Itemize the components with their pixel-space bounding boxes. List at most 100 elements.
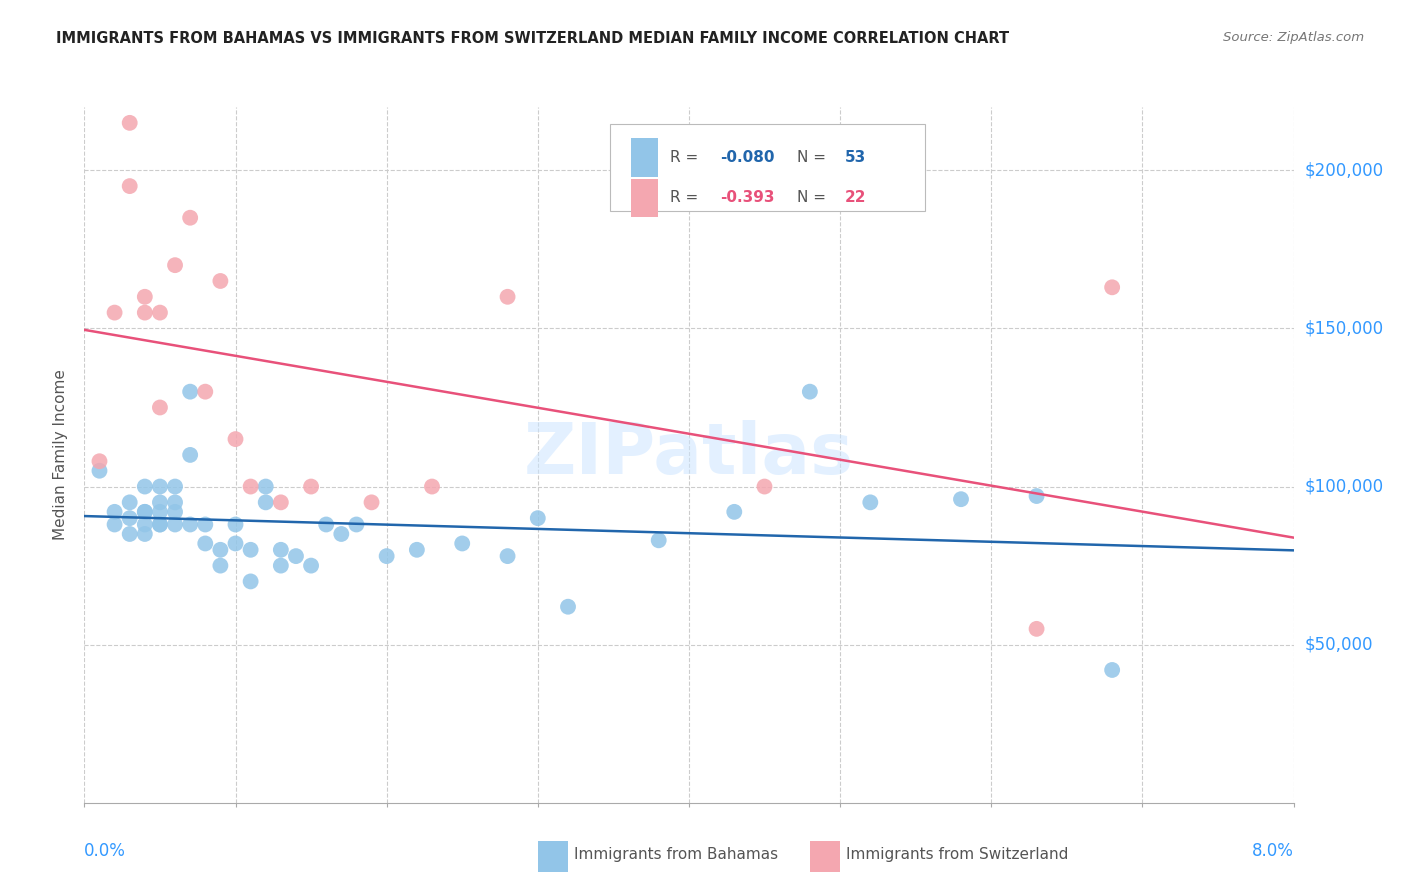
Point [179, 211, 201, 225]
Point [1101, 280, 1123, 294]
Text: N =: N = [797, 150, 831, 165]
Point [950, 492, 973, 507]
Point [451, 536, 474, 550]
Point [134, 505, 156, 519]
Point [1101, 663, 1123, 677]
Point [270, 542, 292, 557]
Point [104, 305, 127, 319]
Text: 8.0%: 8.0% [1251, 842, 1294, 860]
Point [557, 599, 579, 614]
Point [723, 505, 745, 519]
Point [179, 448, 201, 462]
Point [118, 116, 141, 130]
Point [754, 479, 776, 493]
Point [299, 558, 322, 573]
Text: -0.080: -0.080 [720, 150, 775, 165]
Point [179, 384, 201, 399]
Point [149, 479, 172, 493]
Point [134, 479, 156, 493]
Text: 0.0%: 0.0% [84, 842, 127, 860]
Point [496, 290, 519, 304]
Point [225, 536, 247, 550]
Point [118, 179, 141, 194]
Point [239, 479, 262, 493]
FancyBboxPatch shape [631, 138, 658, 177]
Point [134, 527, 156, 541]
Point [104, 517, 127, 532]
Point [527, 511, 550, 525]
FancyBboxPatch shape [810, 841, 841, 872]
Text: $150,000: $150,000 [1305, 319, 1384, 337]
Point [165, 479, 187, 493]
Point [330, 527, 353, 541]
Text: R =: R = [669, 150, 703, 165]
Point [315, 517, 337, 532]
Point [165, 517, 187, 532]
Point [194, 536, 217, 550]
Point [179, 517, 201, 532]
Point [134, 290, 156, 304]
Text: $100,000: $100,000 [1305, 477, 1384, 496]
Text: 53: 53 [845, 150, 866, 165]
Point [209, 542, 232, 557]
Point [134, 505, 156, 519]
Point [284, 549, 308, 563]
Point [209, 274, 232, 288]
Point [118, 527, 141, 541]
Point [194, 517, 217, 532]
Text: N =: N = [797, 190, 831, 205]
FancyBboxPatch shape [610, 124, 925, 211]
Point [346, 517, 368, 532]
Point [225, 432, 247, 446]
Point [209, 558, 232, 573]
Text: $200,000: $200,000 [1305, 161, 1384, 179]
Point [496, 549, 519, 563]
Point [859, 495, 882, 509]
Point [360, 495, 382, 509]
Point [420, 479, 443, 493]
Point [165, 258, 187, 272]
Point [149, 401, 172, 415]
Point [1025, 622, 1047, 636]
Text: Immigrants from Bahamas: Immigrants from Bahamas [574, 847, 778, 863]
Point [149, 517, 172, 532]
Point [165, 495, 187, 509]
Point [149, 505, 172, 519]
Point [406, 542, 429, 557]
Point [165, 505, 187, 519]
Text: $50,000: $50,000 [1305, 636, 1374, 654]
FancyBboxPatch shape [538, 841, 568, 872]
Point [89, 454, 111, 468]
Point [270, 558, 292, 573]
Point [1025, 489, 1047, 503]
Point [270, 495, 292, 509]
Point [134, 517, 156, 532]
Text: 22: 22 [845, 190, 866, 205]
Text: Immigrants from Switzerland: Immigrants from Switzerland [846, 847, 1069, 863]
Point [299, 479, 322, 493]
Point [375, 549, 398, 563]
Point [104, 505, 127, 519]
FancyBboxPatch shape [631, 178, 658, 217]
Text: -0.393: -0.393 [720, 190, 775, 205]
Y-axis label: Median Family Income: Median Family Income [53, 369, 69, 541]
Point [118, 511, 141, 525]
Point [194, 384, 217, 399]
Text: ZIPatlas: ZIPatlas [524, 420, 853, 490]
Text: Source: ZipAtlas.com: Source: ZipAtlas.com [1223, 31, 1364, 45]
Point [225, 517, 247, 532]
Text: R =: R = [669, 190, 703, 205]
Point [799, 384, 821, 399]
Point [254, 495, 277, 509]
Text: IMMIGRANTS FROM BAHAMAS VS IMMIGRANTS FROM SWITZERLAND MEDIAN FAMILY INCOME CORR: IMMIGRANTS FROM BAHAMAS VS IMMIGRANTS FR… [56, 31, 1010, 46]
Point [239, 574, 262, 589]
Point [149, 517, 172, 532]
Point [118, 495, 141, 509]
Point [254, 479, 277, 493]
Point [134, 305, 156, 319]
Point [239, 542, 262, 557]
Point [149, 495, 172, 509]
Point [647, 533, 671, 548]
Point [149, 305, 172, 319]
Point [89, 464, 111, 478]
